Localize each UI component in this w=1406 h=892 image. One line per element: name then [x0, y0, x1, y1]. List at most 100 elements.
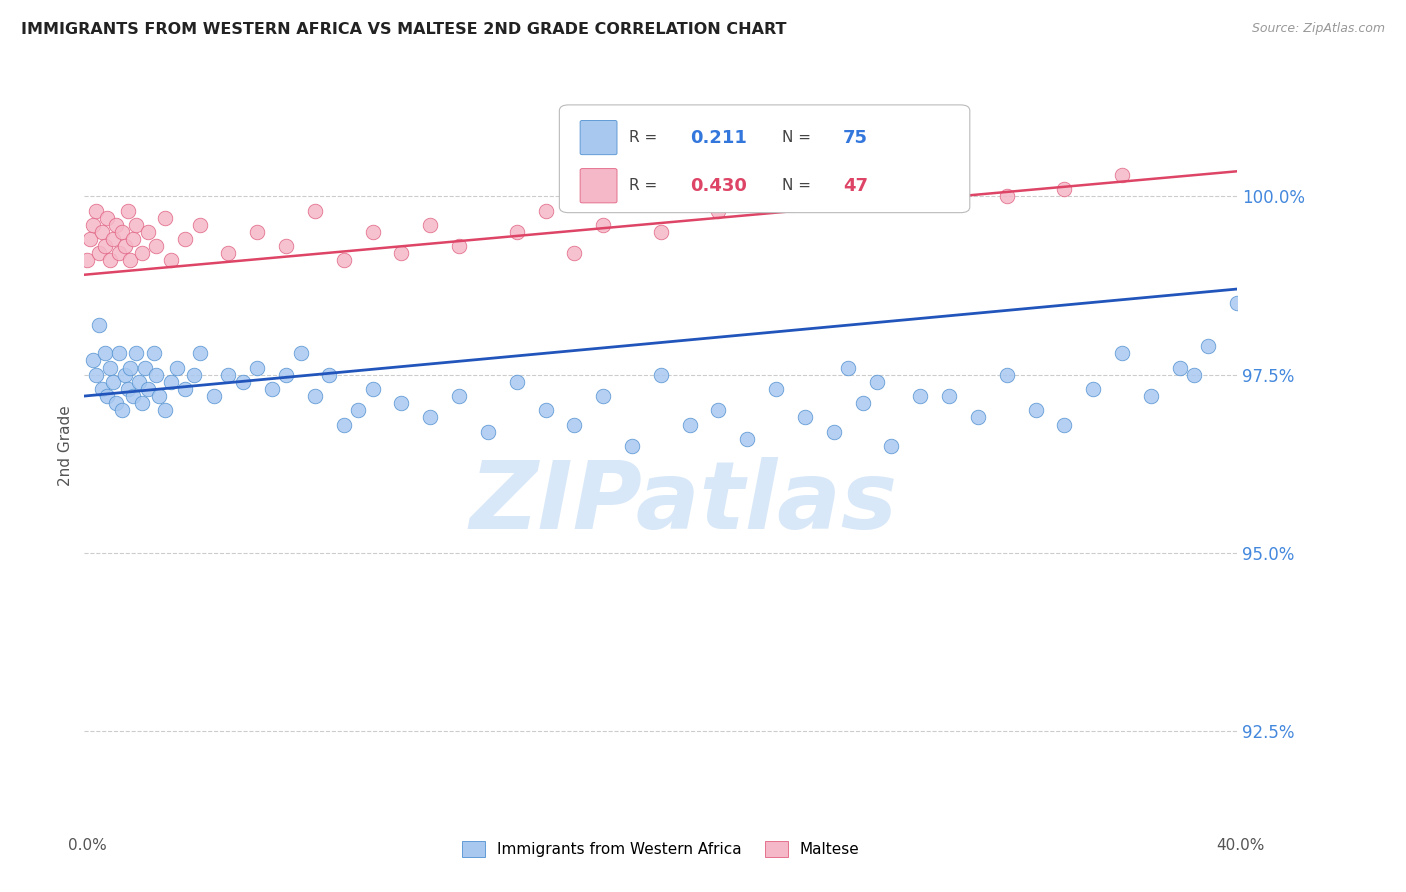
Point [103, 375, 124, 389]
Text: 75: 75 [844, 128, 868, 146]
Text: R =: R = [628, 178, 662, 194]
Point [592, 218, 614, 232]
Point [153, 211, 176, 225]
Point [449, 389, 471, 403]
FancyBboxPatch shape [581, 169, 617, 202]
Point [534, 403, 557, 417]
Point [823, 182, 845, 196]
Point [188, 218, 211, 232]
Point [114, 239, 136, 253]
Point [995, 368, 1018, 382]
Point [120, 360, 142, 375]
FancyBboxPatch shape [581, 120, 617, 154]
Point [938, 175, 960, 189]
Point [93, 239, 115, 253]
Point [449, 239, 471, 253]
Text: 0.430: 0.430 [690, 177, 747, 194]
Point [823, 425, 845, 439]
Point [679, 417, 702, 432]
Point [1053, 417, 1076, 432]
Point [108, 346, 131, 360]
Point [218, 368, 240, 382]
Point [96, 211, 118, 225]
Text: IMMIGRANTS FROM WESTERN AFRICA VS MALTESE 2ND GRADE CORRELATION CHART: IMMIGRANTS FROM WESTERN AFRICA VS MALTES… [21, 22, 786, 37]
Point [361, 382, 384, 396]
Point [1053, 182, 1076, 196]
Point [1111, 168, 1133, 182]
Text: N =: N = [782, 178, 815, 194]
Point [506, 375, 529, 389]
Point [122, 389, 145, 403]
Point [105, 218, 128, 232]
Point [98, 360, 121, 375]
Y-axis label: 2nd Grade: 2nd Grade [58, 406, 73, 486]
Point [1198, 339, 1220, 353]
Point [153, 403, 176, 417]
Point [1240, 275, 1263, 289]
Point [117, 382, 139, 396]
Point [837, 360, 859, 375]
Text: Source: ZipAtlas.com: Source: ZipAtlas.com [1251, 22, 1385, 36]
Point [967, 410, 990, 425]
Point [276, 368, 298, 382]
Text: R =: R = [628, 130, 662, 145]
FancyBboxPatch shape [560, 105, 970, 212]
Point [111, 225, 134, 239]
Point [333, 253, 356, 268]
Point [76, 253, 98, 268]
Point [82, 218, 104, 232]
Point [765, 189, 787, 203]
Text: N =: N = [782, 130, 815, 145]
Point [114, 368, 136, 382]
Point [246, 225, 269, 239]
Point [142, 346, 165, 360]
Point [276, 239, 298, 253]
Point [852, 396, 875, 410]
Point [148, 389, 170, 403]
Point [90, 382, 112, 396]
Point [105, 396, 128, 410]
Point [419, 410, 441, 425]
Point [120, 253, 142, 268]
Point [122, 232, 145, 246]
Point [564, 246, 586, 260]
Point [880, 196, 903, 211]
Point [183, 368, 205, 382]
Point [93, 346, 115, 360]
Point [910, 389, 932, 403]
Point [794, 410, 817, 425]
Point [765, 382, 787, 396]
Point [621, 439, 644, 453]
Text: 40.0%: 40.0% [1216, 838, 1264, 853]
Point [131, 396, 153, 410]
Point [333, 417, 356, 432]
Point [347, 403, 370, 417]
Point [232, 375, 254, 389]
Point [174, 232, 197, 246]
Point [866, 375, 889, 389]
Point [131, 246, 153, 260]
Point [260, 382, 283, 396]
Point [202, 389, 225, 403]
Point [1140, 389, 1163, 403]
Point [188, 346, 211, 360]
Point [87, 246, 110, 260]
Text: ZIPatlas: ZIPatlas [470, 457, 898, 549]
Point [304, 203, 326, 218]
Point [318, 368, 340, 382]
Point [1025, 403, 1047, 417]
Point [125, 346, 148, 360]
Point [84, 368, 107, 382]
Point [650, 225, 672, 239]
Point [160, 375, 183, 389]
Point [304, 389, 326, 403]
Point [938, 389, 960, 403]
Legend: Immigrants from Western Africa, Maltese: Immigrants from Western Africa, Maltese [456, 835, 866, 863]
Point [1226, 296, 1249, 310]
Point [145, 368, 167, 382]
Point [134, 360, 156, 375]
Text: 0.0%: 0.0% [67, 838, 107, 853]
Point [79, 232, 101, 246]
Point [82, 353, 104, 368]
Point [650, 368, 672, 382]
